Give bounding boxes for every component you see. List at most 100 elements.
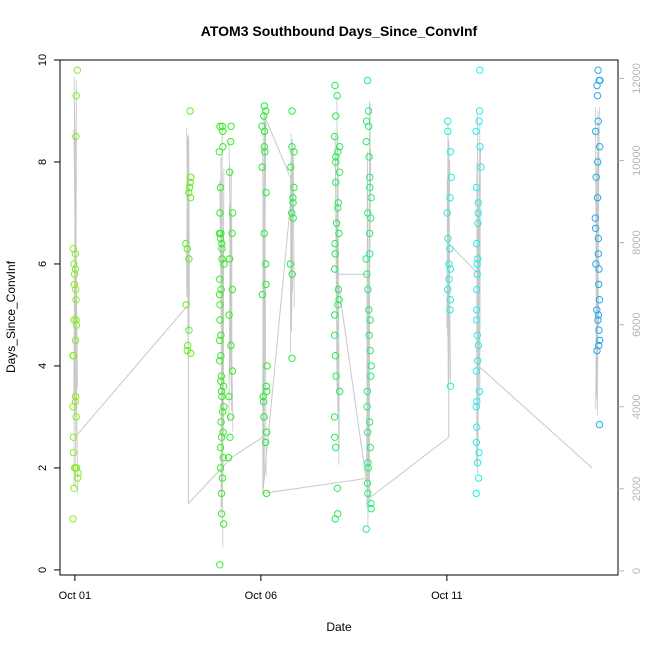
data-point — [262, 382, 270, 390]
data-point — [474, 219, 482, 227]
data-point — [72, 316, 80, 324]
data-point — [593, 92, 602, 100]
data-point — [226, 413, 235, 421]
data-point — [330, 331, 339, 339]
data-point — [332, 178, 340, 187]
data-point — [72, 464, 81, 472]
data-point — [363, 270, 371, 278]
data-point — [595, 326, 603, 334]
data-point — [71, 392, 80, 401]
data-point — [444, 285, 452, 294]
data-point — [183, 245, 192, 253]
data-point — [288, 107, 296, 115]
data-point — [261, 438, 270, 447]
data-point — [260, 102, 268, 110]
data-point — [330, 311, 339, 319]
data-point — [595, 265, 603, 273]
data-points — [69, 66, 604, 569]
data-point — [596, 336, 604, 345]
data-point — [262, 489, 271, 498]
y2-tick-label: 2000 — [631, 477, 643, 501]
data-point — [217, 387, 226, 396]
cluster-line — [595, 106, 600, 416]
data-point — [596, 143, 604, 151]
data-point — [595, 296, 604, 304]
data-point — [591, 224, 600, 233]
data-point — [472, 403, 480, 411]
data-point — [186, 107, 194, 115]
data-point — [69, 448, 78, 457]
data-point — [364, 459, 372, 467]
data-point — [333, 484, 342, 492]
data-point — [445, 275, 453, 283]
data-point — [334, 285, 343, 294]
data-point — [216, 357, 224, 365]
data-point — [594, 117, 602, 125]
data-point — [289, 199, 297, 207]
data-point — [473, 285, 481, 294]
data-point — [216, 336, 224, 345]
data-point — [445, 260, 453, 268]
data-point — [594, 234, 602, 243]
data-point — [258, 290, 267, 299]
data-point — [258, 163, 266, 171]
data-point — [475, 387, 484, 396]
data-point — [335, 229, 343, 238]
data-point — [334, 301, 342, 309]
x-tick-label: Oct 06 — [245, 590, 277, 602]
data-point — [331, 81, 339, 90]
data-point — [72, 92, 80, 100]
data-point — [69, 433, 78, 441]
data-point — [446, 148, 455, 156]
data-point — [288, 143, 296, 151]
data-point — [594, 66, 602, 74]
x-axis: Oct 01 Oct 06 Oct 11 — [59, 575, 463, 602]
data-point — [289, 214, 297, 222]
data-point — [185, 188, 193, 197]
data-point — [220, 520, 228, 528]
data-point — [69, 245, 78, 253]
data-point — [592, 127, 600, 136]
data-point — [593, 81, 601, 90]
data-point — [70, 270, 79, 278]
data-point — [184, 341, 192, 350]
data-point — [216, 443, 225, 452]
y-tick-label: 4 — [37, 363, 49, 369]
data-point — [216, 316, 224, 324]
data-point — [228, 367, 237, 375]
y2-tick-label: 8000 — [631, 230, 643, 254]
data-point — [473, 270, 481, 278]
data-point — [217, 372, 226, 380]
y2-tick-label: 10000 — [631, 145, 643, 176]
data-point — [219, 428, 227, 436]
data-point — [260, 127, 269, 136]
data-point — [362, 255, 370, 263]
y-tick-label: 10 — [37, 54, 49, 66]
data-point — [444, 127, 452, 136]
y-tick-label: 0 — [37, 567, 49, 573]
data-point — [228, 209, 237, 217]
data-point — [71, 265, 80, 273]
data-point — [593, 346, 601, 355]
data-point — [472, 438, 481, 447]
data-point — [595, 280, 603, 289]
data-point — [185, 183, 194, 192]
data-point — [367, 194, 375, 202]
data-point — [262, 280, 270, 289]
data-point — [219, 143, 227, 151]
data-point — [472, 127, 480, 136]
data-point — [331, 239, 339, 248]
data-point — [473, 260, 481, 268]
data-point — [260, 413, 268, 421]
data-point — [331, 433, 339, 441]
data-point — [72, 321, 81, 329]
data-point — [474, 474, 483, 482]
data-point — [216, 464, 225, 472]
data-point — [286, 260, 295, 268]
data-point — [71, 250, 80, 258]
data-point — [261, 148, 269, 156]
data-point — [228, 229, 236, 238]
y-tick-label: 6 — [37, 261, 49, 267]
y-axis-left: 0 2 4 6 8 10 — [37, 54, 60, 573]
data-point — [475, 107, 484, 115]
